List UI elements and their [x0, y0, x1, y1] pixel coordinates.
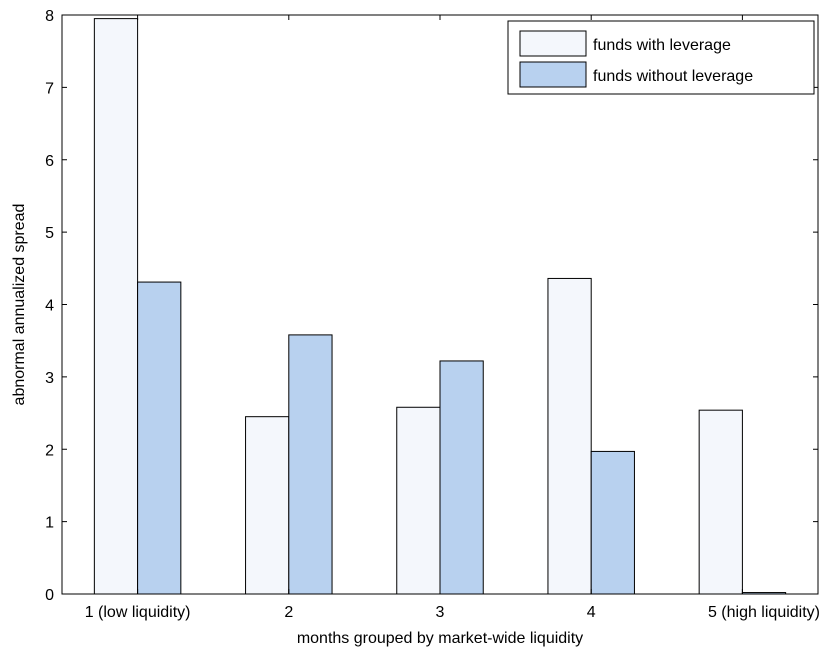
bar-funds-with-leverage-4 — [547, 277, 592, 595]
x-tick-label-5: 5 (high liquidity) — [708, 604, 820, 621]
y-tick-label: 1 — [45, 515, 54, 532]
x-axis: 1 (low liquidity) 2 3 4 5 (high liquidity) — [85, 15, 820, 621]
bar-funds-with-leverage-3 — [396, 406, 441, 595]
y-tick-label: 0 — [45, 587, 54, 604]
legend: funds with leverage funds without levera… — [507, 20, 815, 95]
bar-funds-without-leverage-1 — [137, 281, 182, 595]
y-tick-label: 4 — [45, 298, 54, 315]
bars-layer — [93, 18, 787, 595]
x-tick-label-1: 1 (low liquidity) — [85, 604, 191, 621]
y-tick-label: 5 — [45, 225, 54, 242]
y-tick-label: 3 — [45, 370, 54, 387]
bar-funds-without-leverage-4 — [590, 450, 635, 595]
bar-funds-with-leverage-2 — [245, 416, 290, 595]
y-axis-title: abnormal annualized spread — [11, 204, 28, 406]
x-axis-title: months grouped by market-wide liquidity — [297, 630, 583, 647]
legend-label-funds-with-leverage: funds with leverage — [593, 37, 731, 54]
x-tick-label-3: 3 — [436, 604, 445, 621]
x-tick-label-2: 2 — [284, 604, 293, 621]
x-tick-label-4: 4 — [587, 604, 596, 621]
y-axis: 0 1 2 3 4 5 6 7 8 — [45, 8, 818, 604]
y-tick-label: 2 — [45, 442, 54, 459]
legend-label-funds-without-leverage: funds without leverage — [593, 68, 753, 85]
y-tick-label: 8 — [45, 8, 54, 25]
bar-funds-without-leverage-2 — [288, 334, 333, 595]
bar-funds-with-leverage-5 — [698, 409, 743, 595]
legend-swatch-funds-with-leverage — [519, 30, 587, 57]
bar-funds-without-leverage-3 — [439, 360, 484, 595]
bar-funds-with-leverage-1 — [93, 18, 139, 595]
y-tick-label: 7 — [45, 80, 54, 97]
y-tick-label: 6 — [45, 153, 54, 170]
legend-swatch-funds-without-leverage — [519, 61, 587, 88]
